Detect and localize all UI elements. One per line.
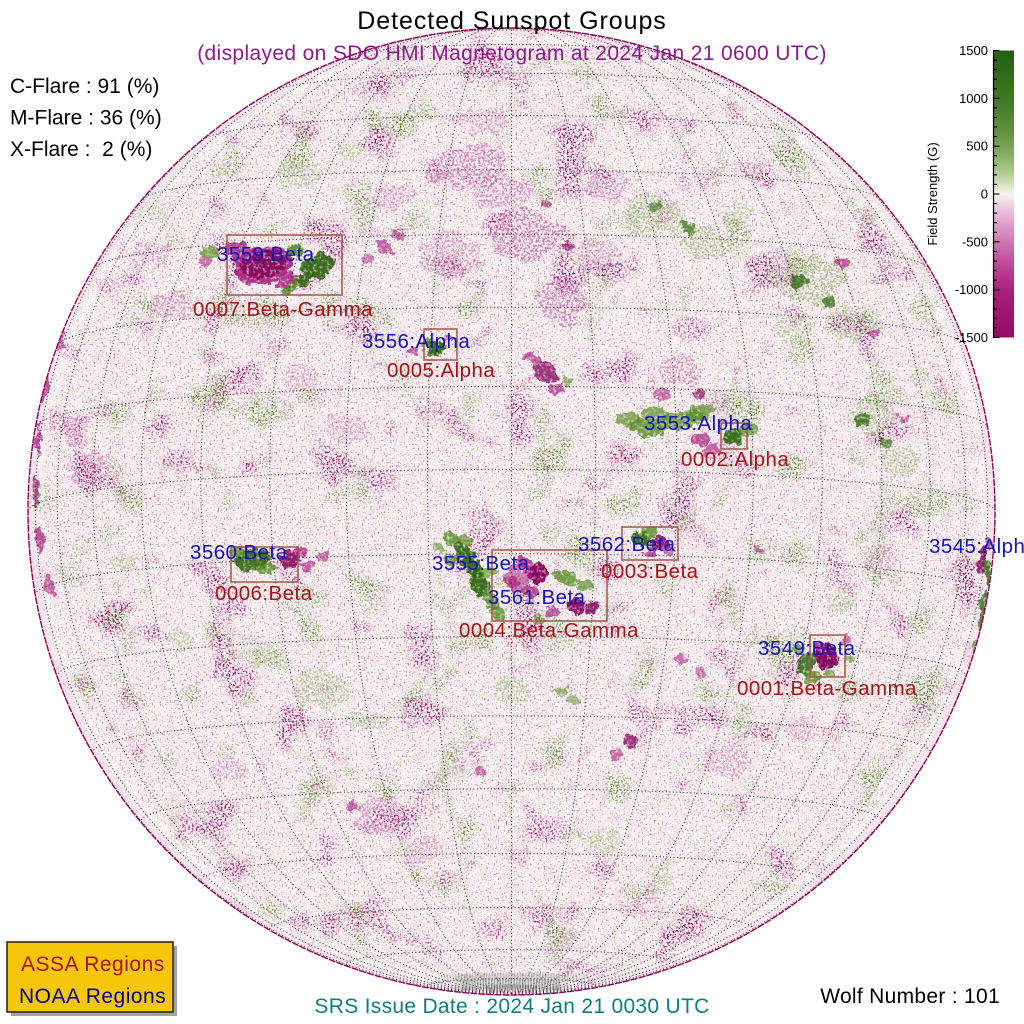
svg-text:0002:Alpha: 0002:Alpha bbox=[681, 448, 789, 471]
svg-text:-1000: -1000 bbox=[955, 282, 988, 297]
svg-text:C-Flare : 91 (%): C-Flare : 91 (%) bbox=[10, 75, 159, 98]
svg-text:M-Flare : 36 (%): M-Flare : 36 (%) bbox=[10, 107, 162, 130]
svg-text:3549:Beta: 3549:Beta bbox=[758, 637, 856, 660]
svg-text:3561:Beta: 3561:Beta bbox=[488, 586, 586, 609]
svg-text:1000: 1000 bbox=[959, 91, 988, 106]
svg-text:3545:Alpha: 3545:Alpha bbox=[929, 535, 1024, 558]
svg-text:SRS Issue Date : 2024 Jan 21 0: SRS Issue Date : 2024 Jan 21 0030 UTC bbox=[314, 995, 709, 1018]
svg-text:-1500: -1500 bbox=[955, 330, 988, 345]
svg-text:3555:Beta: 3555:Beta bbox=[432, 552, 530, 575]
svg-text:0005:Alpha: 0005:Alpha bbox=[387, 359, 495, 382]
svg-text:0: 0 bbox=[981, 187, 988, 202]
svg-text:Wolf Number : 101: Wolf Number : 101 bbox=[820, 985, 1000, 1008]
svg-text:3559:Beta: 3559:Beta bbox=[217, 243, 315, 266]
svg-text:Detected Sunspot Groups: Detected Sunspot Groups bbox=[357, 7, 667, 35]
svg-text:(displayed on SDO HMI Magnetog: (displayed on SDO HMI Magnetogram at 202… bbox=[197, 42, 827, 65]
svg-text:3562:Beta: 3562:Beta bbox=[578, 533, 676, 556]
svg-text:0003:Beta: 0003:Beta bbox=[601, 560, 699, 583]
svg-text:X-Flare : 2 (%): X-Flare : 2 (%) bbox=[10, 138, 152, 161]
svg-text:-500: -500 bbox=[962, 234, 988, 249]
svg-text:Field Strength (G): Field Strength (G) bbox=[925, 142, 940, 245]
svg-text:3560:Beta: 3560:Beta bbox=[190, 541, 288, 564]
svg-text:NOAA Regions: NOAA Regions bbox=[19, 985, 166, 1008]
svg-text:0004:Beta-Gamma: 0004:Beta-Gamma bbox=[459, 619, 639, 642]
svg-text:3553:Alpha: 3553:Alpha bbox=[644, 412, 752, 435]
svg-text:500: 500 bbox=[966, 139, 988, 154]
svg-text:1500: 1500 bbox=[959, 43, 988, 58]
svg-text:3556:Alpha: 3556:Alpha bbox=[362, 330, 470, 353]
svg-text:ASSA Regions: ASSA Regions bbox=[21, 953, 165, 976]
svg-text:0006:Beta: 0006:Beta bbox=[215, 582, 313, 605]
svg-text:0001:Beta-Gamma: 0001:Beta-Gamma bbox=[737, 677, 917, 700]
svg-text:0007:Beta-Gamma: 0007:Beta-Gamma bbox=[193, 298, 373, 321]
